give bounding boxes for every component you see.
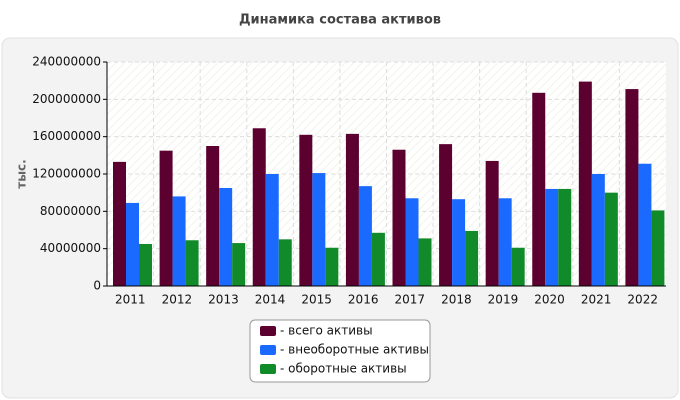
bar xyxy=(206,146,220,286)
bar xyxy=(638,163,652,286)
bar xyxy=(185,240,199,286)
bar xyxy=(625,89,639,286)
legend-label: - всего активы xyxy=(280,324,373,338)
x-tick-label: 2011 xyxy=(115,293,146,307)
bar xyxy=(452,199,466,286)
bar xyxy=(345,133,359,286)
bar xyxy=(371,232,385,286)
x-tick-label: 2019 xyxy=(488,293,519,307)
bar xyxy=(139,244,152,286)
x-tick-label: 2015 xyxy=(301,293,332,307)
legend xyxy=(249,319,431,383)
y-tick-label: 40000000 xyxy=(40,241,101,255)
bar xyxy=(126,202,139,286)
x-tick-label: 2021 xyxy=(581,293,612,307)
chart-title: Динамика состава активов xyxy=(239,13,441,28)
y-axis-label: тыс. xyxy=(15,159,29,188)
bar xyxy=(498,198,512,286)
bar xyxy=(278,239,292,286)
bar xyxy=(265,174,279,286)
y-tick-label: 200000000 xyxy=(32,92,101,106)
bar xyxy=(545,188,559,286)
bar xyxy=(591,174,605,286)
bar xyxy=(485,160,499,286)
y-tick-label: 80000000 xyxy=(40,204,101,218)
x-tick-label: 2018 xyxy=(441,293,472,307)
legend-swatch xyxy=(260,326,276,336)
x-tick-label: 2020 xyxy=(534,293,565,307)
bar xyxy=(511,247,525,286)
bar xyxy=(172,196,186,286)
x-tick-label: 2017 xyxy=(395,293,426,307)
bar xyxy=(232,243,246,286)
x-tick-label: 2016 xyxy=(348,293,379,307)
y-tick-label: 120000000 xyxy=(32,167,101,181)
legend-label: - оборотные активы xyxy=(280,362,407,376)
bar xyxy=(325,247,339,286)
bar xyxy=(358,186,372,286)
y-tick-label: 160000000 xyxy=(32,129,101,143)
y-tick-label: 240000000 xyxy=(32,55,101,69)
legend-label: - внеоборотные активы xyxy=(280,343,429,357)
bar xyxy=(578,81,592,286)
bar xyxy=(558,188,572,286)
bar xyxy=(159,150,173,286)
bar xyxy=(651,210,665,286)
x-tick-label: 2012 xyxy=(162,293,193,307)
bar xyxy=(312,173,326,286)
bar xyxy=(405,198,419,286)
bar xyxy=(299,134,313,286)
bar xyxy=(604,192,618,286)
bar xyxy=(252,128,266,286)
bar xyxy=(392,149,406,286)
bar xyxy=(113,161,126,286)
bar xyxy=(219,188,233,286)
bar xyxy=(465,230,479,286)
legend-swatch xyxy=(260,345,276,355)
bar xyxy=(532,92,546,286)
bar xyxy=(418,238,432,286)
x-tick-label: 2022 xyxy=(627,293,658,307)
bar xyxy=(439,144,453,286)
x-tick-label: 2013 xyxy=(208,293,239,307)
y-tick-label: 0 xyxy=(93,279,101,293)
x-tick-label: 2014 xyxy=(255,293,286,307)
legend-swatch xyxy=(260,364,276,374)
